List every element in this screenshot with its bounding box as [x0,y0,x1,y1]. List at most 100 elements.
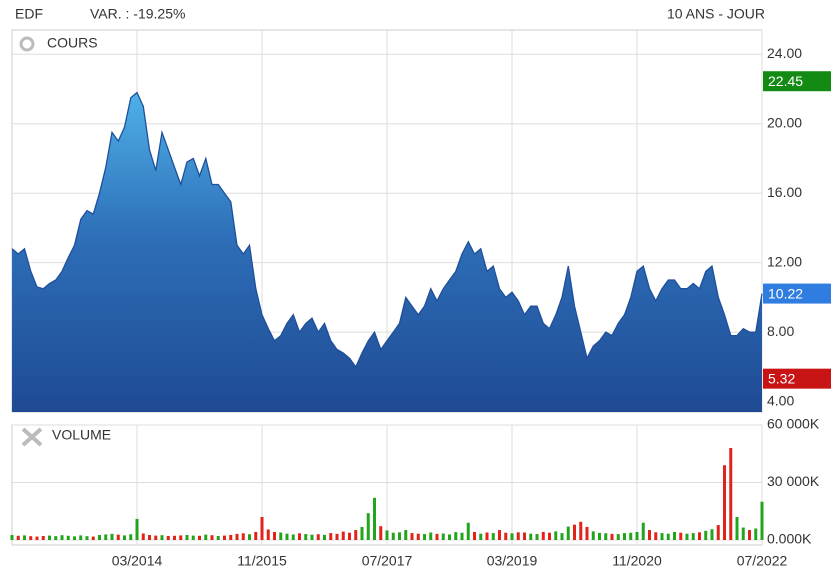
volume-bar [748,530,751,540]
volume-bar [591,531,595,540]
y-tick-label: 4.00 [767,392,794,408]
volume-bar [579,521,583,540]
volume-bar [335,533,339,540]
volume-bar [191,535,195,540]
volume-bar [91,536,95,540]
volume-bar [754,528,758,540]
y-tick-label: 12.00 [767,253,802,269]
volume-bar [185,535,189,540]
volume-bar [266,529,270,540]
volume-bar [135,518,139,540]
volume-bar [491,533,495,540]
volume-bar [448,534,451,540]
volume-bar [48,535,51,540]
volume-bar [254,531,258,540]
price-panel-title: COURS [47,35,98,51]
volume-bar [116,534,120,540]
volume-bar [641,522,645,540]
volume-bar [460,532,464,540]
volume-bar [585,526,589,540]
x-tick-label: 11/2020 [612,553,662,569]
settings-icon[interactable] [19,36,35,52]
volume-bar [760,501,764,540]
volume-bar [729,448,733,540]
plot-layer: 03/2014 11/2015 07/2017 03/2019 11/2020 07/20… [10,30,831,569]
volume-bar [429,532,433,540]
volume-bar [616,534,620,540]
price-marker-label: 5.32 [768,370,795,386]
volume-bar [166,535,170,540]
volume-bar [573,524,576,540]
volume-bar [210,535,214,540]
volume-bar [291,534,295,540]
symbol: EDF [15,6,43,22]
volume-bar [54,536,58,540]
volume-bar [298,533,301,540]
period[interactable]: 10 ANS - JOUR [667,6,765,22]
volume-bar [691,533,695,540]
volume-bar [560,533,564,540]
volume-bar [723,465,726,540]
volume-bar [323,534,326,540]
volume-bar [454,532,458,540]
volume-panel-title: VOLUME [52,427,111,443]
volume-bar [710,529,714,540]
volume-bar [523,532,526,540]
volume-bar [285,533,289,540]
volume-bar [410,533,414,540]
volume-bar [173,535,176,540]
price-line [11,91,763,369]
volume-bar [716,525,720,540]
volume-bar [35,536,39,540]
volume-bar [241,533,245,540]
volume-bar [316,534,320,540]
volume-bar [198,535,201,540]
volume-bar [660,533,664,540]
volume-bar [60,535,64,540]
volume-bar [348,532,351,540]
volume-bar [16,535,20,540]
volume-bar [235,533,239,540]
volume-bar [23,535,26,540]
volume-bar [741,527,745,540]
volume-bar [685,533,689,540]
volume-bar [391,532,395,540]
x-tick-label: 07/2017 [362,553,413,569]
volume-bar [654,532,658,540]
volume-bar [598,532,601,540]
volume-bar [273,531,276,540]
volume-bar [110,533,114,540]
volume-bar [160,535,164,540]
y-tick-label: 0.000K [767,531,812,547]
volume-bar [498,530,501,540]
volume-bar [366,513,370,540]
volume-bar [179,535,183,540]
volume-bar [704,530,708,540]
volume-bar [79,535,83,540]
price-marker [763,71,831,92]
volume-bar [341,531,345,540]
volume-bar [385,530,389,540]
x-tick-label: 03/2019 [487,553,538,569]
y-tick-label: 60 000K [767,416,820,432]
x-tick-label: 07/2022 [737,553,788,569]
close-icon[interactable] [21,427,43,447]
volume-bar [229,535,233,540]
volume-bar [479,533,483,540]
volume-bar [148,535,151,540]
volume-bar [73,536,76,540]
volume-bar [698,532,701,540]
volume-bar [279,532,283,540]
volume-bar [666,533,670,540]
volume-bar [310,534,314,540]
volume-bar [529,533,533,540]
volume-bar [373,497,376,540]
volume-bar [41,535,45,540]
volume-bar [604,533,608,540]
volume-bar [123,535,126,540]
volume-bar [248,534,251,540]
volume-bar [154,535,158,540]
volume-bar [66,535,70,540]
volume-bar [473,531,476,540]
volume-bar [85,536,89,540]
